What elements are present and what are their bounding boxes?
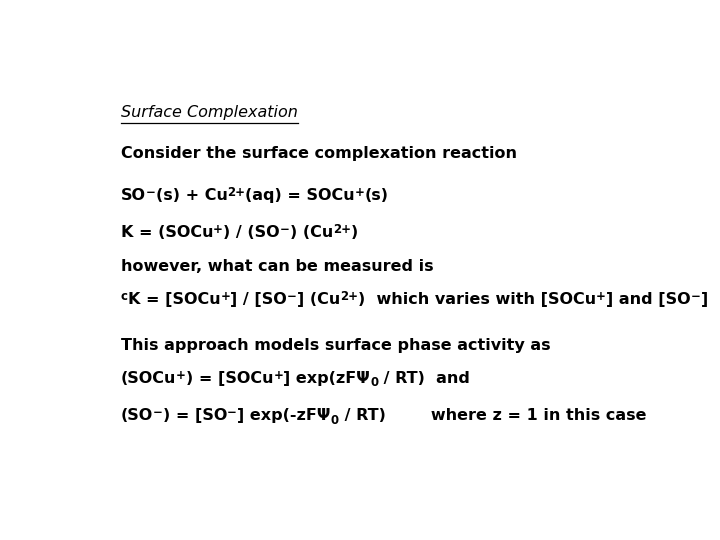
- Text: 2+: 2+: [228, 186, 246, 199]
- Text: 2+: 2+: [340, 289, 358, 302]
- Text: 2+: 2+: [333, 223, 351, 236]
- Text: (aq) = SOCu: (aq) = SOCu: [246, 188, 355, 203]
- Text: +: +: [355, 186, 365, 199]
- Text: −: −: [228, 406, 237, 419]
- Text: Consider the surface complexation reaction: Consider the surface complexation reacti…: [121, 146, 517, 161]
- Text: +: +: [596, 289, 606, 302]
- Text: −: −: [287, 289, 297, 302]
- Text: (s) + Cu: (s) + Cu: [156, 188, 228, 203]
- Text: ) / (SO: ) / (SO: [223, 225, 279, 240]
- Text: −: −: [279, 223, 289, 236]
- Text: (SO: (SO: [121, 408, 153, 423]
- Text: −: −: [145, 186, 156, 199]
- Text: ] exp(-zFΨ: ] exp(-zFΨ: [237, 408, 330, 423]
- Text: ) = [SO: ) = [SO: [163, 408, 228, 423]
- Text: ): ): [351, 225, 358, 240]
- Text: c: c: [121, 289, 127, 302]
- Text: ] / [SO: ] / [SO: [230, 292, 287, 307]
- Text: +: +: [274, 369, 283, 382]
- Text: 0: 0: [370, 376, 378, 389]
- Text: )  which varies with [SOCu: ) which varies with [SOCu: [358, 292, 596, 307]
- Text: K = (SOCu: K = (SOCu: [121, 225, 213, 240]
- Text: however, what can be measured is: however, what can be measured is: [121, 259, 433, 274]
- Text: / RT)        where z = 1 in this case: / RT) where z = 1 in this case: [338, 408, 646, 423]
- Text: ] (Cu: ] (Cu: [297, 292, 340, 307]
- Text: ] exp(zFΨ: ] exp(zFΨ: [283, 371, 370, 386]
- Text: (s): (s): [365, 188, 389, 203]
- Text: ) = [SOCu: ) = [SOCu: [186, 371, 274, 386]
- Text: This approach models surface phase activity as: This approach models surface phase activ…: [121, 338, 550, 353]
- Text: +: +: [176, 369, 186, 382]
- Text: +: +: [213, 223, 223, 236]
- Text: ] and [SO: ] and [SO: [606, 292, 690, 307]
- Text: ]: ]: [701, 292, 708, 307]
- Text: (SOCu: (SOCu: [121, 371, 176, 386]
- Text: −: −: [690, 289, 701, 302]
- Text: Surface Complexation: Surface Complexation: [121, 105, 297, 120]
- Text: K = [SOCu: K = [SOCu: [127, 292, 220, 307]
- Text: +: +: [220, 289, 230, 302]
- Text: SO: SO: [121, 188, 145, 203]
- Text: / RT)  and: / RT) and: [378, 371, 470, 386]
- Text: 0: 0: [330, 414, 338, 427]
- Text: −: −: [153, 406, 163, 419]
- Text: ) (Cu: ) (Cu: [289, 225, 333, 240]
